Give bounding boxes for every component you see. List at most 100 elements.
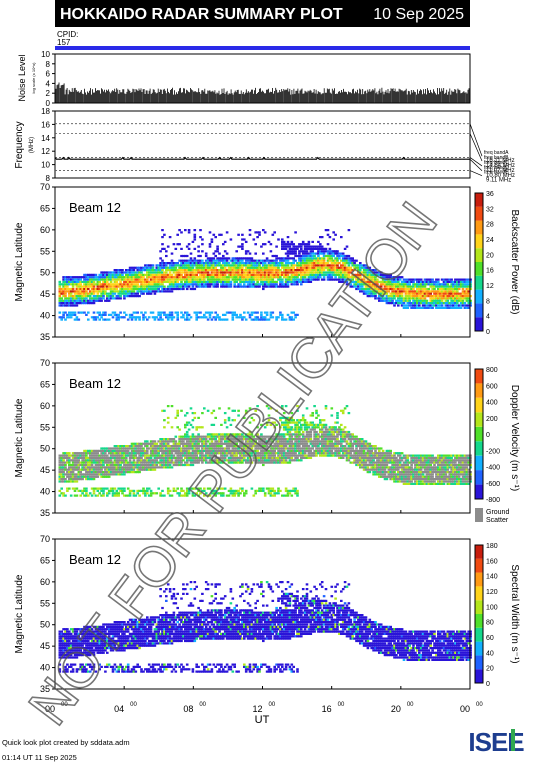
power-scatter-cell	[194, 257, 197, 259]
power-scatter-cell	[245, 319, 248, 321]
power-scatter-cell	[224, 274, 227, 276]
power-scatter-cell	[59, 295, 62, 297]
power-scatter-cell	[241, 248, 244, 250]
power-scatter-cell	[251, 314, 254, 316]
velocity-scatter-cell	[97, 495, 100, 497]
power-colorbar-tick-label: 16	[486, 268, 494, 275]
power-scatter-cell	[401, 295, 404, 297]
power-scatter-cell	[420, 279, 423, 281]
velocity-scatter-cell	[76, 488, 79, 490]
power-scatter-cell	[292, 262, 295, 264]
power-scatter-cell	[235, 250, 238, 252]
power-scatter-cell	[59, 286, 62, 288]
power-scatter-cell	[224, 241, 227, 243]
power-scatter-cell	[176, 316, 179, 318]
velocity-scatter-cell	[192, 426, 195, 428]
velocity-scatter-cell	[197, 443, 200, 445]
power-scatter-cell	[429, 293, 432, 295]
power-scatter-cell	[180, 231, 183, 233]
noise-y-tick-label: 10	[41, 50, 50, 59]
power-scatter-cell	[287, 286, 290, 288]
power-scatter-cell	[283, 241, 286, 243]
power-scatter-cell	[235, 281, 238, 283]
power-scatter-cell	[323, 260, 326, 262]
velocity-scatter-cell	[167, 405, 170, 407]
power-scatter-cell	[154, 319, 157, 321]
power-scatter-cell	[142, 276, 145, 278]
power-scatter-cell	[232, 319, 235, 321]
power-scatter-cell	[241, 267, 244, 269]
power-scatter-cell	[329, 248, 332, 250]
velocity-scatter-cell	[85, 490, 88, 492]
power-scatter-cell	[87, 319, 90, 321]
power-scatter-cell	[136, 312, 139, 314]
power-scatter-cell	[256, 312, 259, 314]
power-scatter-cell	[332, 255, 335, 257]
velocity-scatter-cell	[146, 492, 149, 494]
power-scatter-cell	[116, 281, 119, 283]
power-scatter-cell	[433, 288, 436, 290]
power-scatter-cell	[195, 274, 198, 276]
power-scatter-cell	[338, 262, 341, 264]
power-scatter-cell	[106, 281, 109, 283]
power-scatter-cell	[70, 316, 73, 318]
noise-y-tick-label: 8	[46, 60, 51, 69]
velocity-scatter-cell	[264, 492, 267, 494]
power-scatter-cell	[228, 279, 231, 281]
velocity-scatter-cell	[133, 469, 136, 471]
power-scatter-cell	[121, 274, 124, 276]
power-scatter-cell	[323, 276, 326, 278]
velocity-scatter-cell	[201, 426, 204, 428]
power-scatter-cell	[211, 319, 214, 321]
velocity-scatter-cell	[294, 488, 297, 490]
power-scatter-cell	[241, 246, 244, 248]
power-colorbar-segment	[475, 234, 483, 248]
velocity-scatter-cell	[127, 450, 130, 452]
velocity-scatter-cell	[72, 471, 75, 473]
velocity-scatter-cell	[167, 417, 170, 419]
velocity-scatter-cell	[167, 422, 170, 424]
power-scatter-cell	[119, 312, 122, 314]
velocity-scatter-cell	[289, 492, 292, 494]
noise-y-sublabel: log scale (x 10^x)	[31, 62, 36, 94]
power-scatter-cell	[270, 243, 273, 245]
power-scatter-cell	[127, 319, 130, 321]
power-scatter-cell	[287, 255, 290, 257]
power-scatter-cell	[256, 316, 259, 318]
velocity-scatter-cell	[64, 466, 67, 468]
power-scatter-cell	[176, 312, 179, 314]
velocity-scatter-cell	[287, 495, 290, 497]
velocity-scatter-cell	[127, 488, 130, 490]
power-scatter-cell	[194, 248, 197, 250]
power-scatter-cell	[348, 229, 351, 231]
velocity-scatter-cell	[110, 459, 113, 461]
power-scatter-cell	[112, 316, 115, 318]
power-scatter-cell	[264, 316, 267, 318]
velocity-scatter-cell	[117, 495, 120, 497]
velocity-scatter-cell	[273, 495, 276, 497]
power-scatter-cell	[209, 231, 212, 233]
power-scatter-cell	[340, 236, 343, 238]
power-scatter-cell	[93, 286, 96, 288]
velocity-scatter-cell	[173, 438, 176, 440]
power-scatter-cell	[165, 264, 168, 266]
power-scatter-cell	[239, 314, 242, 316]
power-scatter-cell	[144, 312, 147, 314]
power-scatter-cell	[300, 248, 303, 250]
velocity-scatter-cell	[184, 414, 187, 416]
power-scatter-cell	[136, 283, 139, 285]
power-scatter-cell	[273, 231, 276, 233]
power-scatter-cell	[216, 283, 219, 285]
power-scatter-cell	[194, 236, 197, 238]
power-scatter-cell	[266, 314, 269, 316]
velocity-scatter-cell	[213, 424, 216, 426]
velocity-scatter-cell	[156, 459, 159, 461]
power-colorbar-tick-label: 12	[486, 283, 494, 290]
noise-y-label: Noise Level	[17, 54, 27, 101]
power-scatter-cell	[207, 319, 210, 321]
power-y-tick-label: 65	[40, 203, 50, 213]
power-scatter-cell	[287, 283, 290, 285]
velocity-scatter-cell	[108, 476, 111, 478]
